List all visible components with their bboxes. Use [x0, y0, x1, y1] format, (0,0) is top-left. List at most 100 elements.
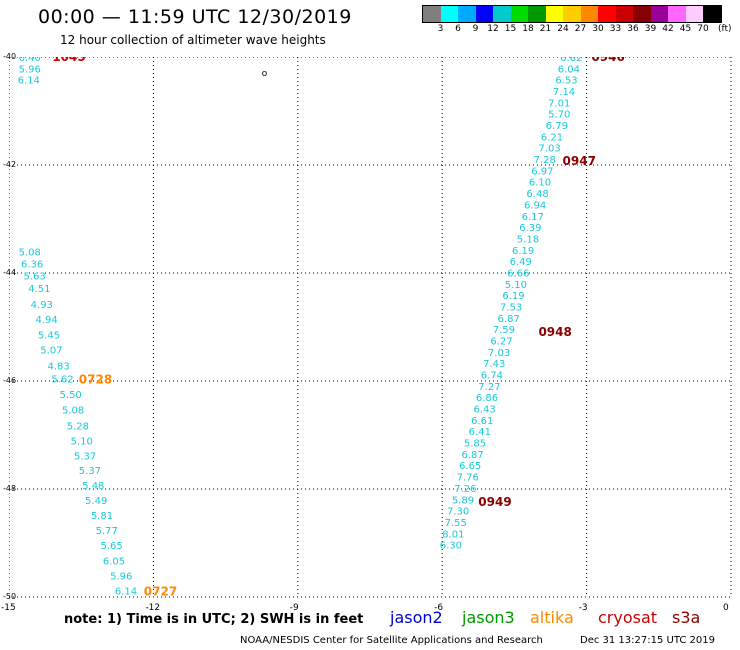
colorbar-tick-label: 36: [627, 24, 639, 34]
wave-height-label: 5.96: [110, 571, 132, 582]
longitude-tick-label: -12: [145, 603, 161, 613]
wave-height-label: 6.65: [459, 461, 481, 472]
wave-height-label: 7.59: [493, 325, 515, 336]
colorbar-tick-label: 3: [437, 24, 444, 34]
map-subtitle: 12 hour collection of altimeter wave hei…: [60, 33, 326, 47]
latitude-tick-label: -42: [3, 160, 17, 169]
wave-height-label: 6.30: [440, 541, 462, 552]
wave-height-label: 5.77: [96, 526, 118, 537]
wave-height-label: 5.50: [60, 390, 82, 401]
wave-height-label: 5.07: [40, 346, 62, 357]
wave-height-label: 7.55: [445, 518, 467, 529]
wave-height-label: 6.14: [18, 76, 40, 87]
longitude-tick-label: 0: [723, 603, 729, 613]
wave-height-label: 5.65: [100, 541, 122, 552]
wave-height-label: 6.36: [21, 259, 43, 270]
colorbar-tick-label: 39: [644, 24, 657, 34]
pass-time-label: 0727: [144, 585, 177, 599]
wave-height-label: 6.17: [522, 212, 544, 223]
wave-height-map: o 6.405.966.145.086.365.634.514.934.945.…: [9, 57, 732, 602]
wave-height-label: 6.04: [558, 64, 580, 75]
wave-height-label: 6.19: [502, 291, 524, 302]
wave-height-label: 6.74: [481, 371, 503, 382]
colorbar-tick-label: 45: [679, 24, 692, 34]
colorbar-unit: (ft): [718, 24, 732, 34]
wave-height-colorbar: [422, 5, 722, 23]
pass-time-label: 0948: [538, 325, 571, 339]
colorbar-swatch: [650, 6, 668, 22]
wave-height-label: 6.94: [524, 200, 546, 211]
wave-height-label: 5.10: [505, 280, 527, 291]
wave-height-label: 5.63: [23, 272, 45, 283]
colorbar-swatch: [633, 6, 651, 22]
colorbar-tick-label: 70: [697, 24, 709, 34]
colorbar-tick-label: 24: [557, 24, 569, 34]
colorbar-swatch: [475, 6, 493, 22]
satellite-legend-s3a: s3a: [672, 608, 701, 627]
longitude-tick-label: -3: [578, 603, 588, 613]
colorbar-swatch: [580, 6, 598, 22]
colorbar-swatch: [493, 6, 511, 22]
wave-height-label: 5.81: [91, 511, 113, 522]
wave-height-label: 6.61: [471, 416, 493, 427]
wave-height-label: 5.62: [51, 374, 73, 385]
wave-height-labels: 6.405.966.145.086.365.634.514.934.945.45…: [18, 57, 583, 602]
wave-height-label: 6.43: [473, 405, 495, 416]
wave-height-label: 8.01: [442, 529, 464, 540]
credit-line: NOAA/NESDIS Center for Satellite Applica…: [240, 635, 543, 646]
wave-height-label: 6.49: [510, 257, 532, 268]
longitude-tick-label: -9: [289, 603, 299, 613]
wave-height-label: 6.62: [560, 57, 582, 64]
latitude-tick-label: -40: [3, 52, 17, 61]
colorbar-tick-label: 21: [539, 24, 552, 34]
wave-height-label: 5.08: [62, 406, 84, 417]
wave-height-label: 5.10: [71, 436, 93, 447]
wave-height-label: 5.45: [38, 331, 60, 342]
colorbar-swatch: [703, 6, 721, 22]
wave-height-label: 6.39: [519, 223, 541, 234]
latitude-tick-label: -50: [3, 592, 17, 601]
colorbar-tick-label: 42: [662, 24, 674, 34]
wave-height-label: 7.26: [454, 484, 476, 495]
colorbar-swatch: [528, 6, 546, 22]
wave-height-label: 4.51: [28, 284, 50, 295]
colorbar-tick-label: 30: [592, 24, 604, 34]
wave-height-label: 4.93: [31, 300, 53, 311]
wave-height-label: 6.97: [531, 166, 553, 177]
wave-height-label: 6.40: [19, 57, 41, 64]
wave-height-label: 5.70: [548, 110, 570, 121]
wave-height-label: 7.30: [447, 507, 469, 518]
generated-timestamp: Dec 31 13:27:15 UTC 2019: [580, 635, 715, 646]
colorbar-tick-label: 15: [504, 24, 517, 34]
colorbar-swatch: [510, 6, 528, 22]
colorbar-swatch: [563, 6, 581, 22]
wave-height-label: 6.05: [103, 556, 125, 567]
wave-height-label: 6.48: [526, 189, 548, 200]
colorbar-tick-label: 33: [609, 24, 622, 34]
pass-time-labels: 10450946094709480949072807270726: [52, 57, 624, 599]
pass-time-label: 1045: [52, 57, 85, 64]
satellite-legend-jason3: jason3: [462, 608, 515, 627]
wave-height-label: 6.87: [498, 314, 520, 325]
colorbar-tick-label: 12: [487, 24, 499, 34]
wave-height-label: 4.83: [48, 361, 70, 372]
latitude-tick-label: -44: [3, 268, 17, 277]
satellite-legend-altika: altika: [530, 608, 574, 627]
wave-height-label: 6.10: [529, 178, 551, 189]
lat-lon-grid: [9, 57, 732, 598]
wave-height-label: 5.89: [452, 495, 474, 506]
wave-height-label: 6.21: [541, 132, 563, 143]
wave-height-label: 7.14: [553, 87, 575, 98]
colorbar-swatch: [545, 6, 563, 22]
wave-height-label: 7.43: [483, 359, 505, 370]
colorbar-swatch: [458, 6, 476, 22]
colorbar-swatch: [598, 6, 616, 22]
wave-height-label: 5.28: [67, 421, 89, 432]
wave-height-label: 6.53: [555, 76, 577, 87]
wave-height-label: 7.53: [500, 302, 522, 313]
colorbar-tick-label: 27: [574, 24, 587, 34]
pass-time-label: 0947: [563, 154, 596, 168]
wave-height-label: 6.14: [115, 587, 137, 598]
colorbar-swatch: [685, 6, 703, 22]
wave-height-label: 5.96: [19, 64, 41, 75]
